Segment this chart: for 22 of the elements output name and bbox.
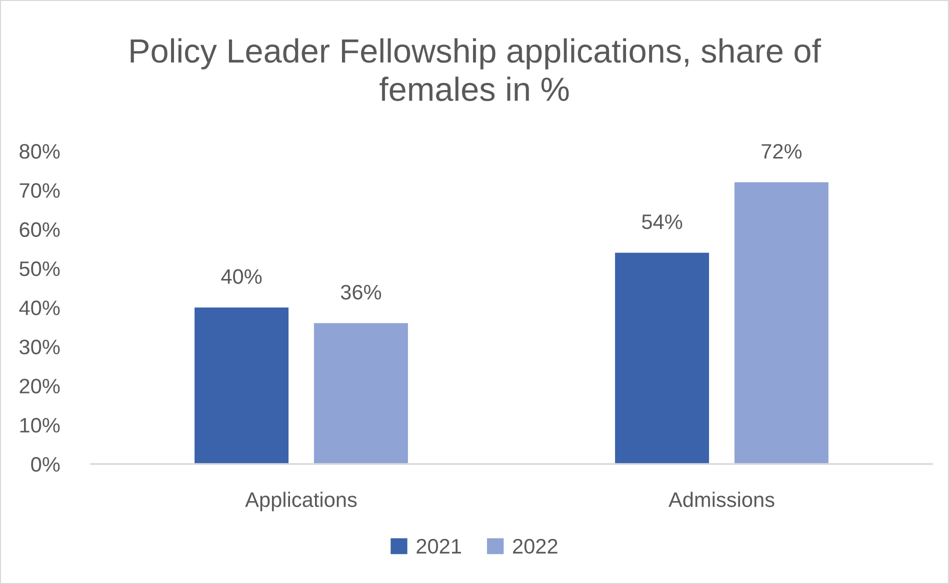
data-label: 72% [762, 144, 802, 159]
legend-label: 2022 [513, 538, 558, 554]
y-tick-label: 10% [20, 418, 60, 433]
bar [734, 182, 828, 464]
chart-title: Policy Leader Fellowship applications, share of females in % [130, 38, 822, 102]
y-tick-label: 40% [19, 300, 60, 316]
y-tick-label: 0% [31, 457, 60, 472]
y-tick-label: 70% [20, 183, 60, 198]
x-tick-label: Admissions [668, 492, 774, 508]
y-tick-label: 50% [20, 261, 60, 276]
bar [615, 252, 710, 464]
bar [314, 323, 408, 464]
bar [194, 308, 289, 464]
y-tick-label: 20% [20, 378, 60, 394]
data-label: 40% [221, 269, 262, 284]
data-label: 54% [642, 214, 682, 230]
data-label: 36% [340, 284, 382, 300]
legend-label: 2021 [416, 538, 461, 554]
y-tick-label: 60% [20, 222, 60, 238]
y-tick-label: 80% [20, 144, 60, 159]
x-tick-label: Applications [245, 492, 357, 512]
y-tick-label: 30% [20, 340, 60, 354]
